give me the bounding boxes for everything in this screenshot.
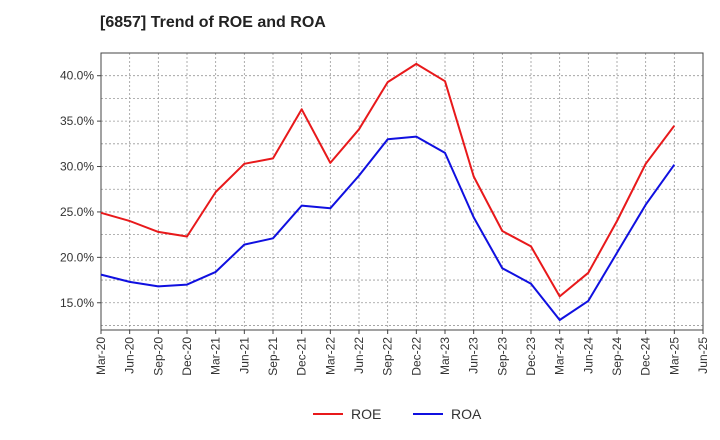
x-tick-label: Sep-21: [266, 337, 280, 376]
x-tick-label: Sep-22: [381, 337, 395, 376]
x-axis-ticks: Mar-20 Jun-20 Sep-20 Dec-20 Mar-21 Jun-21 Sep-…: [94, 330, 710, 376]
x-tick-label: Jun-25: [696, 337, 710, 374]
legend-label-roa: ROA: [451, 406, 482, 422]
x-tick-label: Dec-23: [524, 337, 538, 376]
x-tick-label: Jun-23: [467, 337, 481, 374]
x-tick-label: Sep-20: [151, 337, 165, 376]
x-tick-label: Dec-24: [639, 337, 653, 376]
series-lines: [100, 62, 676, 321]
y-tick-label: 30.0%: [60, 160, 94, 174]
y-tick-label: 15.0%: [60, 296, 94, 310]
x-tick-label: Dec-20: [180, 337, 194, 376]
x-tick-label: Sep-24: [610, 337, 624, 376]
y-tick-label: 35.0%: [60, 114, 94, 128]
legend-label-roe: ROE: [351, 406, 381, 422]
y-tick-label: 25.0%: [60, 205, 94, 219]
x-tick-label: Mar-23: [438, 337, 452, 375]
x-tick-label: Jun-24: [581, 337, 595, 374]
x-tick-label: Mar-25: [667, 337, 681, 375]
series-line-roa: [100, 135, 676, 321]
x-tick-label: Mar-24: [553, 337, 567, 375]
grid-lines: [100, 53, 704, 330]
x-tick-label: Dec-21: [295, 337, 309, 376]
x-tick-label: Mar-21: [209, 337, 223, 375]
x-tick-label: Mar-20: [94, 337, 108, 375]
x-tick-label: Jun-22: [352, 337, 366, 374]
chart-title: [6857] Trend of ROE and ROA: [100, 14, 326, 31]
x-tick-label: Jun-21: [237, 337, 251, 374]
y-axis-ticks: 15.0% 20.0% 25.0% 30.0% 35.0% 40.0%: [60, 69, 101, 310]
x-tick-label: Mar-22: [323, 337, 337, 375]
plot-area: [100, 52, 704, 331]
x-tick-label: Jun-20: [123, 337, 137, 374]
y-tick-label: 20.0%: [60, 250, 94, 264]
series-line-roe: [100, 62, 676, 298]
legend: ROE ROA: [313, 406, 482, 422]
y-tick-label: 40.0%: [60, 69, 94, 83]
x-tick-label: Dec-22: [409, 337, 423, 376]
x-tick-label: Sep-23: [495, 337, 509, 376]
